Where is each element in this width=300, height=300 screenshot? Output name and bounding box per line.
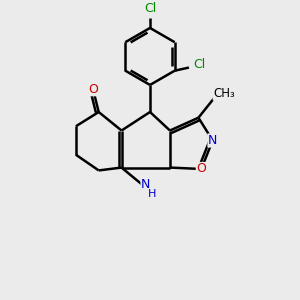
Text: N: N [208, 134, 218, 147]
Text: H: H [148, 189, 156, 199]
Text: O: O [88, 83, 98, 96]
Text: N: N [141, 178, 150, 191]
Text: Cl: Cl [144, 2, 156, 15]
Text: CH₃: CH₃ [213, 87, 235, 100]
Text: O: O [196, 163, 206, 176]
Text: Cl: Cl [194, 58, 206, 71]
